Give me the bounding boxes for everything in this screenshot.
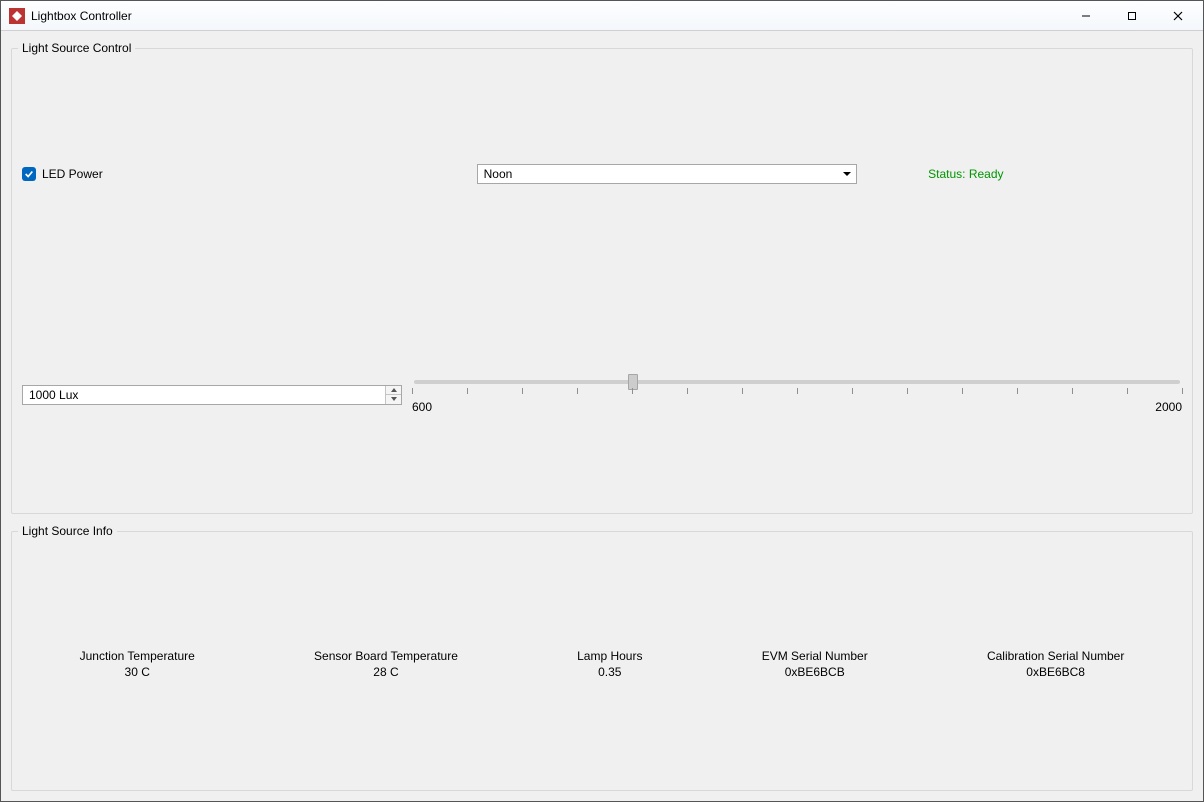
- lux-input[interactable]: [23, 386, 385, 404]
- window-title: Lightbox Controller: [31, 9, 132, 23]
- info-group-title: Light Source Info: [18, 524, 117, 538]
- lux-step-up[interactable]: [386, 386, 401, 396]
- window-buttons: [1063, 1, 1201, 30]
- info-label: EVM Serial Number: [762, 649, 868, 663]
- lux-step-down[interactable]: [386, 395, 401, 404]
- info-item: Calibration Serial Number 0xBE6BC8: [987, 649, 1124, 679]
- content-area: Light Source Control LED Power Noon: [1, 31, 1203, 801]
- info-value: 30 C: [80, 665, 195, 679]
- info-label: Junction Temperature: [80, 649, 195, 663]
- app-window: Lightbox Controller Light Source Control: [0, 0, 1204, 802]
- info-value: 0xBE6BCB: [762, 665, 868, 679]
- slider-max-label: 2000: [1155, 400, 1182, 414]
- close-button[interactable]: [1155, 1, 1201, 30]
- app-icon: [9, 8, 25, 24]
- minimize-button[interactable]: [1063, 1, 1109, 30]
- info-label: Sensor Board Temperature: [314, 649, 458, 663]
- info-item: Junction Temperature 30 C: [80, 649, 195, 679]
- control-row-2: 600 2000: [20, 284, 1184, 505]
- info-value: 0.35: [577, 665, 642, 679]
- slider-ticks: [412, 388, 1182, 398]
- info-item: EVM Serial Number 0xBE6BCB: [762, 649, 868, 679]
- lux-spinbox[interactable]: [22, 385, 402, 405]
- chevron-down-icon: [842, 169, 852, 179]
- info-label: Lamp Hours: [577, 649, 642, 663]
- titlebar: Lightbox Controller: [1, 1, 1203, 31]
- led-power-label: LED Power: [42, 167, 103, 181]
- light-source-control-group: Light Source Control LED Power Noon: [11, 41, 1193, 514]
- info-item: Lamp Hours 0.35: [577, 649, 642, 679]
- led-power-checkbox[interactable]: [22, 167, 36, 181]
- control-group-title: Light Source Control: [18, 41, 135, 55]
- maximize-button[interactable]: [1109, 1, 1155, 30]
- control-row-1: LED Power Noon Status: Ready: [20, 63, 1184, 284]
- info-value: 0xBE6BC8: [987, 665, 1124, 679]
- status-text: Status: Ready: [928, 167, 1003, 181]
- slider-min-label: 600: [412, 400, 432, 414]
- preset-select[interactable]: Noon: [477, 164, 857, 184]
- preset-selected-value: Noon: [484, 167, 513, 181]
- info-grid: Junction Temperature 30 C Sensor Board Tem…: [20, 649, 1184, 679]
- info-item: Sensor Board Temperature 28 C: [314, 649, 458, 679]
- lux-slider[interactable]: 600 2000: [412, 376, 1182, 414]
- info-value: 28 C: [314, 665, 458, 679]
- light-source-info-group: Light Source Info Junction Temperature 30…: [11, 524, 1193, 791]
- info-label: Calibration Serial Number: [987, 649, 1124, 663]
